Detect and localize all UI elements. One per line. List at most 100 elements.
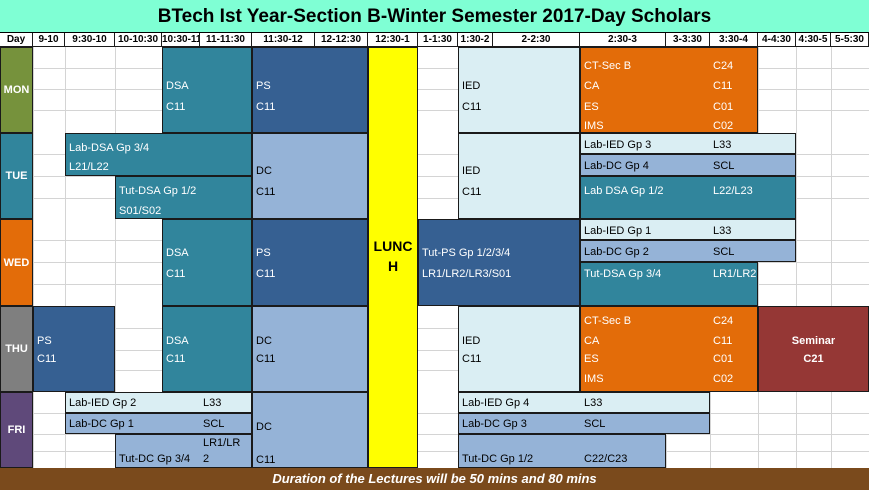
class-thu-dsa: DSA C11	[162, 306, 252, 392]
class-tue-dc: DC C11	[252, 133, 368, 219]
class-mon-dsa: DSA C11	[162, 47, 252, 133]
class-room: C11	[37, 353, 57, 365]
class-thu-dc: DC C11	[252, 306, 368, 392]
class-room: L22/L23	[713, 185, 753, 197]
class-wed-tut-ps: Tut-PS Gp 1/2/3/4 LR1/LR2/LR3/S01	[418, 219, 580, 306]
class-fri-lab-dc-2: Lab-DC Gp 3 SCL	[458, 413, 710, 434]
class-subject: Lab-IED Gp 4	[462, 397, 530, 409]
class-tue-ied: IED C11	[458, 133, 580, 219]
grid-line	[0, 154, 869, 155]
class-subject: Seminar	[791, 335, 836, 347]
header-slot: 11-11:30	[200, 33, 252, 47]
class-thu-ps: PS C11	[33, 306, 115, 392]
class-subject: IED	[462, 165, 481, 177]
class-room: S01/S02	[119, 205, 162, 217]
class-room: C11	[166, 101, 186, 113]
class-room: C02	[713, 120, 734, 132]
class-subject: CA	[584, 335, 600, 347]
class-subject: Tut-DSA Gp 3/4	[584, 268, 662, 280]
class-room: C11	[256, 268, 276, 280]
class-room: LR1/LR	[203, 437, 241, 449]
grid-line	[831, 47, 832, 468]
class-room: SCL	[584, 418, 606, 430]
class-room: C11	[256, 454, 276, 466]
grid-line	[0, 434, 869, 435]
class-subject: PS	[256, 247, 271, 259]
footer-note: Duration of the Lectures will be 50 mins…	[0, 468, 869, 490]
class-room: C11	[166, 268, 186, 280]
class-room: C24	[713, 315, 734, 327]
class-wed-lab-ied: Lab-IED Gp 1 L33	[580, 219, 796, 240]
grid-line	[0, 89, 869, 90]
class-room: C24	[713, 60, 734, 72]
header-slot: 2:30-3	[580, 33, 666, 47]
class-room: C11	[256, 353, 276, 365]
class-thu-seminar: Seminar C21	[758, 306, 869, 392]
grid-line	[796, 47, 797, 468]
class-subject: Lab DSA Gp 1/2	[584, 185, 664, 197]
class-room: L21/L22	[69, 161, 109, 173]
lunch-label-1: LUNC	[373, 238, 413, 254]
class-room: C11	[462, 101, 482, 113]
class-room: LR1/LR2	[713, 268, 757, 280]
grid-line	[0, 413, 869, 414]
class-subject: Lab-DC Gp 1	[69, 418, 134, 430]
header-slot: 3-3:30	[666, 33, 710, 47]
header-slot: 3:30-4	[710, 33, 758, 47]
grid-line	[0, 68, 869, 69]
class-room: L33	[713, 139, 732, 151]
class-subject: Lab-IED Gp 3	[584, 139, 652, 151]
class-subject: Lab-IED Gp 2	[69, 397, 137, 409]
class-fri-lab-ied-2: Lab-IED Gp 4 L33	[458, 392, 710, 413]
class-room: C01	[713, 353, 734, 365]
class-wed-dsa: DSA C11	[162, 219, 252, 306]
page-title: BTech Ist Year-Section B-Winter Semester…	[0, 0, 869, 33]
class-room: L33	[584, 397, 603, 409]
class-room: SCL	[713, 246, 735, 258]
lunch-label-2: H	[387, 258, 399, 274]
grid-line	[65, 47, 66, 468]
class-subject: DC	[256, 421, 272, 433]
class-tue-lab-dsa-2: Lab DSA Gp 1/2 L22/L23	[580, 176, 796, 219]
class-subject: Tut-PS Gp 1/2/3/4	[422, 247, 511, 259]
header-slot: 1:30-2	[458, 33, 493, 47]
class-room: C22/C23	[584, 453, 628, 465]
class-room: C11	[462, 186, 482, 198]
day-wednesday: WED	[0, 219, 33, 306]
class-subject: DC	[256, 165, 272, 177]
class-subject: IED	[462, 80, 481, 92]
class-wed-lab-dc: Lab-DC Gp 2 SCL	[580, 240, 796, 262]
header-slot: 2-2:30	[493, 33, 580, 47]
class-fri-lab-dc: Lab-DC Gp 1 SCL	[65, 413, 252, 434]
header-slot: 9-10	[33, 33, 65, 47]
class-mon-evening: CT-Sec B C24 CA C11 ES C01 IMS C02	[580, 47, 758, 133]
header-slot: 4-4:30	[758, 33, 796, 47]
class-wed-ps: PS C11	[252, 219, 368, 306]
header-day: Day	[0, 33, 33, 47]
header-slot: 12:30-1	[368, 33, 418, 47]
class-subject: Lab-DSA Gp 3/4	[69, 142, 150, 154]
class-room: C11	[166, 353, 186, 365]
class-subject: Tut-DC Gp 1/2	[462, 453, 534, 465]
grid-line	[0, 328, 869, 329]
class-subject: Lab-DC Gp 3	[462, 418, 527, 430]
class-subject: ES	[584, 353, 599, 365]
class-room: C21	[803, 353, 824, 365]
class-subject: Tut-DSA Gp 1/2	[119, 185, 197, 197]
class-subject: Lab-DC Gp 2	[584, 246, 649, 258]
class-tue-lab-dsa: Lab-DSA Gp 3/4 L21/L22	[65, 133, 252, 176]
class-room: C02	[713, 373, 734, 385]
grid-line	[0, 198, 869, 199]
lunch-break: LUNC H	[368, 47, 418, 468]
class-room: C11	[256, 186, 276, 198]
class-room: SCL	[203, 418, 225, 430]
class-fri-dc: DC C11	[252, 392, 368, 468]
header-slot: 9:30-10	[65, 33, 115, 47]
header-slot: 5-5:30	[831, 33, 869, 47]
class-fri-lab-ied: Lab-IED Gp 2 L33	[65, 392, 252, 413]
day-tuesday: TUE	[0, 133, 33, 219]
class-subject: Lab-IED Gp 1	[584, 225, 652, 237]
class-room: C11	[462, 353, 482, 365]
class-subject: IED	[462, 335, 481, 347]
